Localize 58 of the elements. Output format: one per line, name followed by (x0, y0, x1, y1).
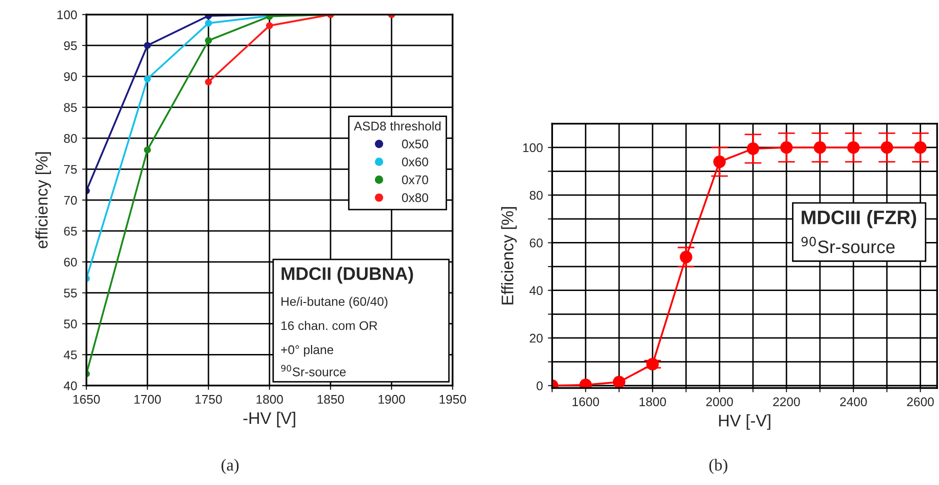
x-tick-label: 1900 (378, 394, 405, 404)
x-tick-label: 2600 (907, 397, 934, 406)
x-tick-label: 1700 (134, 394, 161, 404)
x-tick-label: 2200 (773, 397, 800, 406)
point (612, 376, 626, 388)
text: (b) (709, 458, 728, 474)
x-axis-title: HV [-V] (719, 414, 770, 430)
x-axis-title: -HV [V] (243, 412, 296, 428)
y-tick-label: 0 (536, 381, 543, 390)
y-axis-title: Efficiency [%] (501, 207, 517, 304)
point (204, 78, 212, 86)
x-tick-label: 1600 (572, 397, 600, 406)
y-tick-label: 50 (64, 320, 77, 328)
y-tick-label: 80 (530, 190, 543, 200)
y-tick-label: 75 (64, 165, 77, 174)
x-tick-label: 1800 (256, 394, 283, 404)
y-tick-label: 65 (64, 226, 77, 236)
point (144, 42, 151, 49)
x-tick-label: 1750 (196, 394, 222, 404)
annotation: MDCIII (FZR) (802, 210, 916, 228)
x-tick-label: 1850 (318, 394, 344, 404)
y-tick-label: 60 (64, 258, 77, 267)
legend-title: ASD8 threshold (354, 121, 441, 131)
y-tick-label: 20 (530, 334, 543, 343)
annotation: 16 chan. com OR (281, 320, 378, 330)
point (144, 146, 151, 154)
x-tick-label: 1950 (440, 394, 466, 404)
y-tick-label: 40 (64, 381, 77, 390)
annotation: $^{90}$Sr-source (801, 236, 895, 254)
point (144, 75, 151, 82)
x-tick-label: 1800 (640, 397, 666, 406)
y-tick-label: 100 (523, 143, 543, 152)
y-axis-title: efficiency [%] (35, 152, 51, 248)
y-tick-label: 85 (64, 103, 77, 112)
y-tick-label: 90 (64, 72, 77, 82)
text: (a) (222, 458, 239, 474)
x-tick-label: 2400 (840, 397, 867, 406)
y-tick-label: 80 (64, 134, 77, 143)
y-tick-label: 60 (530, 238, 543, 248)
x-tick-label: 1650 (73, 394, 100, 404)
y-tick-label: 70 (64, 196, 77, 205)
y-tick-label: 95 (64, 41, 77, 50)
y-tick-label: 45 (64, 350, 77, 360)
annotation: MDCII (DUBNA) (282, 266, 413, 284)
x-tick-label: 2000 (706, 397, 733, 406)
legend-label: 0x70 (402, 175, 428, 184)
y-tick-label: 40 (529, 286, 543, 296)
point (266, 22, 273, 30)
annotation: He/i-butane (60/40) (282, 296, 388, 308)
y-tick-label: 55 (64, 288, 77, 298)
annotation: $^{90}$Sr-source (281, 364, 346, 376)
point (204, 37, 212, 44)
legend-label: 0x50 (402, 140, 428, 148)
annotation: +0° plane (281, 344, 334, 357)
legend-label: 0x80 (402, 193, 428, 202)
y-tick-label: 100 (57, 10, 77, 20)
point (204, 20, 212, 27)
legend-label: 0x60 (402, 157, 428, 166)
